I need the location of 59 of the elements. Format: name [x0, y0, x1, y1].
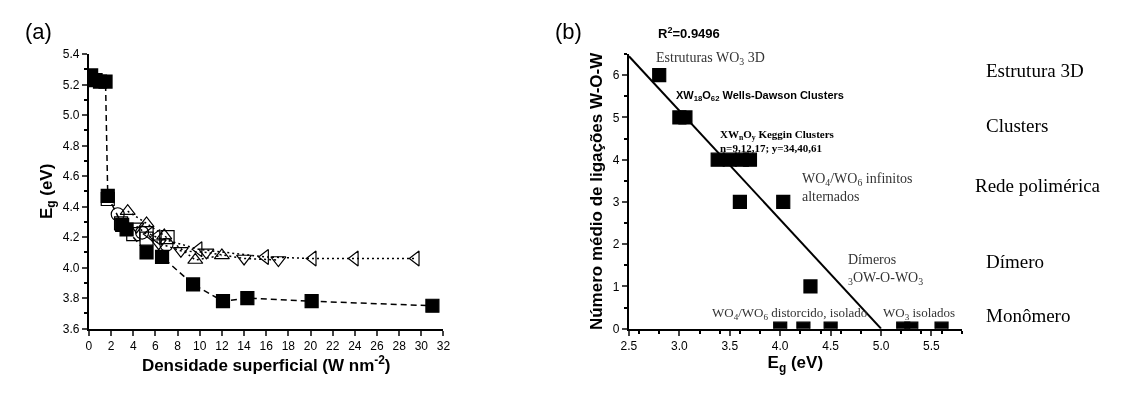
x-tick-label: 10 — [193, 339, 207, 354]
y-tick-label: 5.0 — [62, 108, 80, 123]
x-tick-label: 6 — [152, 339, 160, 354]
y-tick-label: 0 — [612, 321, 620, 336]
x-tick-label: 28 — [392, 339, 407, 354]
x-tick-label: 16 — [259, 339, 274, 354]
annotation: Dímeros $_{3}$OW-O-WO$_{3}$ — [848, 252, 924, 288]
chart-title: (b) — [555, 19, 582, 44]
x-tick-label: 2.5 — [620, 339, 638, 354]
y-tick-label: 4.2 — [62, 230, 80, 245]
annotation: XW$_{18}$O$_{62}$ Wells-Dawson Clusters — [676, 89, 844, 104]
y-tick-label: 3.8 — [62, 291, 80, 306]
y-tick-label: 6 — [612, 68, 620, 83]
x-tick-label: 5.5 — [923, 339, 941, 354]
y-tick-label: 2 — [612, 237, 620, 252]
x-axis-title: E$_{g}$ (eV) — [767, 353, 824, 375]
x-tick-label: 8 — [174, 339, 182, 354]
text: Rede polimérica — [975, 175, 1101, 196]
y-tick-label: 5 — [612, 110, 620, 125]
x-tick-label: 14 — [237, 339, 252, 354]
x-tick-label: 32 — [436, 339, 451, 354]
x-tick-label: 5.0 — [872, 339, 890, 354]
y-tick-label: 5.4 — [62, 47, 80, 62]
y-tick-label: 4.8 — [62, 138, 80, 153]
annotation: WO$_{3}$ isolados — [883, 305, 956, 322]
x-tick-label: 20 — [303, 339, 318, 354]
x-tick-label: 26 — [370, 339, 384, 354]
text: Estrutura 3D — [986, 60, 1084, 81]
y-tick-label: 4.0 — [62, 260, 80, 275]
annotation: Estruturas WO$_{3}$ 3D — [656, 50, 765, 67]
chart-title: (a) — [25, 19, 52, 44]
annotation: XW$_{n}$O$_{y}$ Keggin Clusters n=9,12,17; y=34,40,61 — [720, 128, 835, 155]
x-tick-label: 22 — [326, 339, 340, 354]
y-tick-label: 3.6 — [62, 321, 80, 336]
text: Dímero — [986, 251, 1045, 272]
x-tick-label: 4.5 — [822, 339, 840, 354]
x-tick-label: 3.0 — [671, 339, 689, 354]
x-tick-label: 4 — [129, 339, 137, 354]
text: Clusters — [986, 115, 1049, 136]
y-tick-label: 1 — [612, 279, 620, 294]
x-axis-title: Densidade superficial (W nm$^{-2}$) — [141, 353, 391, 376]
x-tick-label: 12 — [215, 339, 229, 354]
y-tick-label: 4 — [612, 152, 620, 167]
x-tick-label: 24 — [348, 339, 362, 354]
annotation: WO$_{4}$/WO$_{6}$ infinitos alternados — [802, 171, 913, 205]
y-tick-label: 5.2 — [62, 77, 80, 92]
x-tick-label: 18 — [281, 339, 296, 354]
x-tick-label: 0 — [85, 339, 93, 354]
x-tick-label: 4.0 — [771, 339, 789, 354]
text: R$^{2}$=0.9496 — [658, 25, 720, 42]
y-tick-label: 4.6 — [62, 169, 80, 184]
y-axis-title: Número médio de ligações W-O-W — [586, 51, 606, 331]
x-tick-label: 3.5 — [721, 339, 739, 354]
y-tick-label: 3 — [612, 195, 620, 210]
y-tick-label: 4.4 — [62, 199, 80, 214]
text: Monômero — [986, 305, 1071, 326]
x-tick-label: 30 — [414, 339, 429, 354]
annotation: WO$_{4}$/WO$_{6}$ distorcido, isolado — [712, 305, 868, 322]
x-tick-label: 2 — [107, 339, 115, 354]
